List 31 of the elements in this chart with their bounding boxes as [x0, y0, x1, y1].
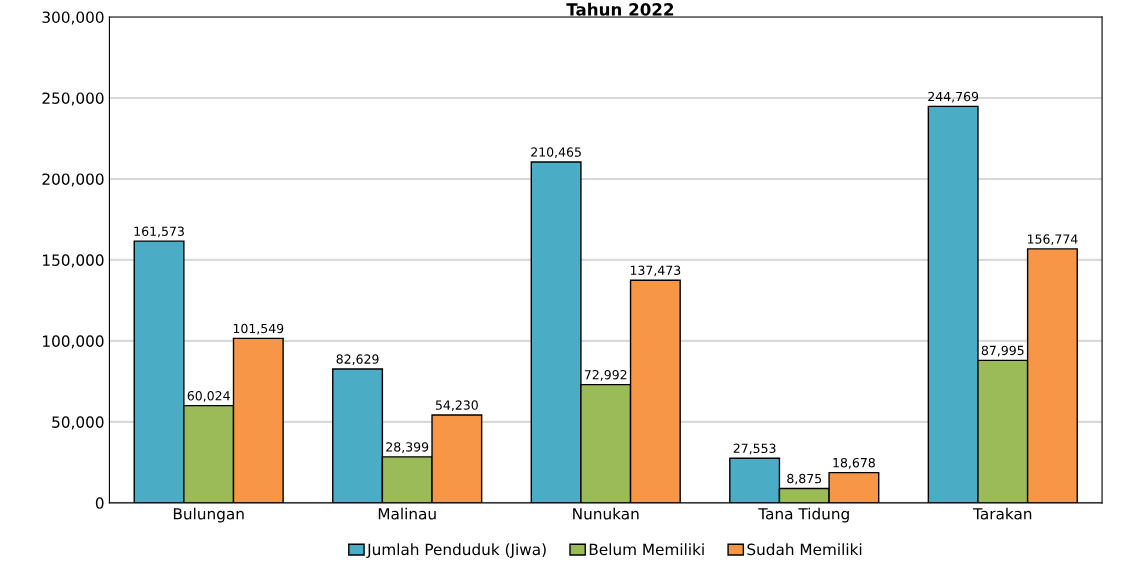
- data-label: 137,473: [630, 265, 681, 277]
- y-tick-label: 50,000: [52, 416, 104, 430]
- chart-title: Tahun 2022: [566, 2, 674, 16]
- data-label: 87,995: [981, 345, 1024, 357]
- x-tick-label: Nunukan: [573, 507, 639, 520]
- data-label: 8,875: [787, 473, 822, 485]
- data-label: 27,553: [733, 443, 776, 455]
- data-label: 244,769: [928, 91, 979, 103]
- data-label: 210,465: [531, 147, 581, 159]
- x-tick-label: Bulungan: [173, 507, 244, 523]
- data-label: 161,573: [134, 226, 184, 238]
- y-tick-label: 150,000: [43, 254, 104, 268]
- legend-label: Jumlah Penduduk (Jiwa): [366, 543, 546, 558]
- x-tick-label: Malinau: [378, 507, 436, 520]
- y-tick-label: 100,000: [43, 335, 104, 349]
- data-label: 101,549: [233, 323, 284, 335]
- data-label: 54,230: [435, 400, 478, 412]
- y-tick-label: 0: [95, 497, 104, 509]
- x-tick-label: Tana Tidung: [758, 507, 849, 523]
- legend-label: Belum Memiliki: [589, 543, 704, 556]
- y-tick-label: 200,000: [42, 173, 104, 187]
- y-tick-label: 300,000: [42, 11, 104, 25]
- data-label: 28,399: [386, 442, 429, 453]
- data-label: 156,774: [1027, 234, 1078, 245]
- data-label: 60,024: [187, 390, 230, 402]
- y-tick-label: 250,000: [42, 92, 104, 106]
- x-tick-label: Tarakan: [973, 507, 1032, 520]
- data-label: 18,678: [833, 457, 875, 469]
- data-label: 72,992: [584, 369, 627, 381]
- data-label: 82,629: [336, 354, 379, 366]
- legend-label: Sudah Memiliki: [747, 543, 862, 556]
